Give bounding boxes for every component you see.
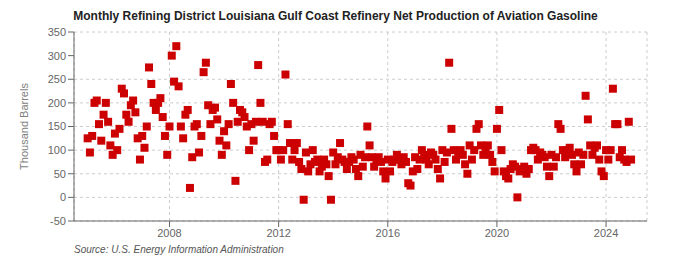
svg-text:0: 0	[60, 191, 66, 203]
svg-text:150: 150	[48, 120, 66, 132]
svg-text:Thousand Barrels: Thousand Barrels	[18, 83, 30, 170]
svg-text:200: 200	[48, 97, 66, 109]
html-text:Monthly Refining District Loui: Monthly Refining District Louisiana Gulf…	[73, 9, 598, 23]
svg-text:2012: 2012	[266, 227, 290, 239]
svg-text:250: 250	[48, 73, 66, 85]
html-text:Source: U.S. Energy Informatio: Source: U.S. Energy Information Administ…	[74, 244, 284, 255]
svg-text:100: 100	[48, 144, 66, 156]
svg-text:2008: 2008	[157, 227, 181, 239]
svg-text:300: 300	[48, 50, 66, 62]
svg-text:2020: 2020	[485, 227, 509, 239]
svg-text:-50: -50	[50, 215, 66, 227]
svg-text:2024: 2024	[594, 227, 618, 239]
svg-text:50: 50	[54, 168, 66, 180]
svg-text:350: 350	[48, 26, 66, 38]
svg-text:2016: 2016	[376, 227, 400, 239]
